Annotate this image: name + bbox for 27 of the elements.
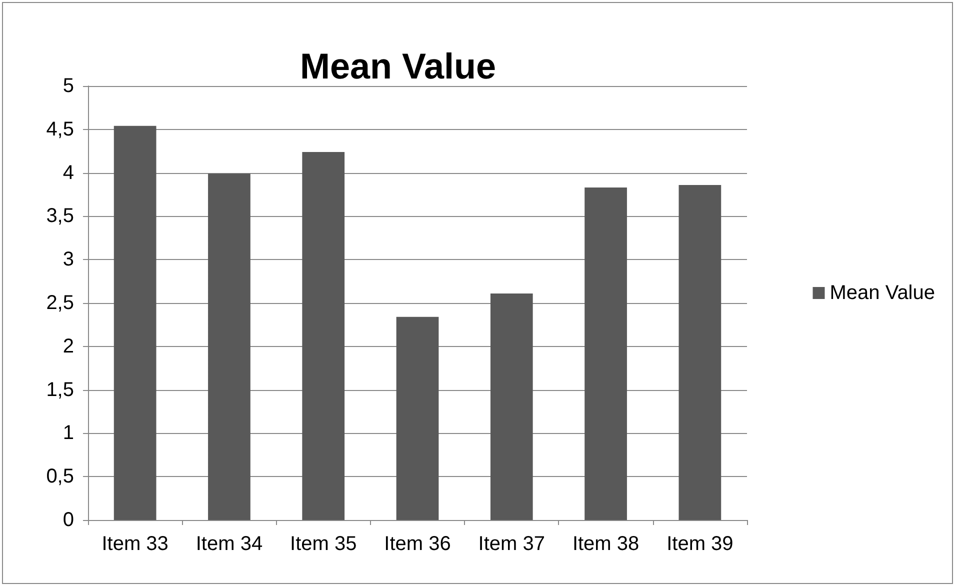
x-tick-label: Item 34 (196, 533, 263, 555)
y-tick-label: 3 (62, 248, 74, 271)
bar (584, 188, 627, 520)
chart-title: Mean Value (300, 46, 496, 86)
x-tick-label: Item 39 (666, 533, 734, 555)
x-tick-label: Item 37 (478, 533, 545, 555)
y-tick-label: 4 (62, 162, 74, 184)
y-tick-label: 0 (62, 509, 74, 531)
y-tick-label: 1,5 (46, 378, 74, 401)
bar (490, 293, 533, 520)
x-tick-label: Item 36 (384, 533, 451, 555)
y-tick-label: 5 (62, 75, 74, 97)
legend-label: Mean Value (830, 282, 936, 304)
y-tick-label: 1 (62, 422, 74, 444)
x-tick-label: Item 38 (572, 533, 640, 555)
bar (114, 126, 156, 520)
bar (678, 184, 722, 520)
y-tick-label: 3,5 (46, 205, 74, 228)
y-tick-label: 4,5 (46, 118, 74, 140)
y-tick-label: 0,5 (46, 466, 74, 488)
y-tick-label: 2,5 (46, 292, 74, 314)
x-tick-label: Item 33 (102, 533, 168, 555)
bar (302, 152, 345, 520)
bar (208, 174, 250, 520)
bar (396, 316, 439, 520)
x-tick-label: Item 35 (290, 533, 357, 555)
y-tick-label: 2 (62, 335, 74, 358)
